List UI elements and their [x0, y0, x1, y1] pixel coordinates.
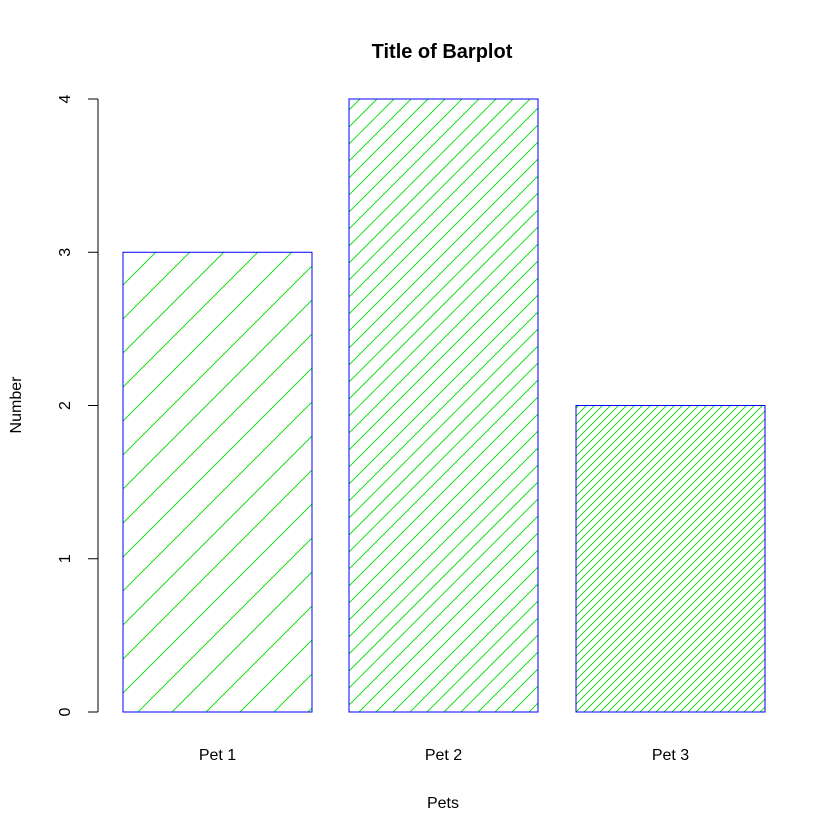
bars: [122, 98, 766, 713]
y-tick-label: 0: [57, 707, 74, 716]
x-axis-label: Pets: [427, 795, 459, 812]
x-tick-label: Pet 2: [425, 747, 462, 764]
y-tick-label: 1: [57, 554, 74, 563]
y-axis: 0 1 2 3 4: [57, 94, 99, 716]
bar-pet-2: [348, 98, 539, 713]
y-axis-label: Number: [8, 376, 25, 434]
y-tick-label: 2: [57, 401, 74, 410]
y-tick-label: 4: [57, 94, 74, 103]
x-tick-labels: Pet 1 Pet 2 Pet 3: [199, 747, 689, 764]
y-tick-label: 3: [57, 248, 74, 257]
chart-title: Title of Barplot: [372, 41, 513, 63]
x-tick-label: Pet 3: [652, 747, 689, 764]
bar-pet-3: [575, 405, 766, 713]
x-tick-label: Pet 1: [199, 747, 236, 764]
bar-pet-1: [122, 251, 313, 713]
